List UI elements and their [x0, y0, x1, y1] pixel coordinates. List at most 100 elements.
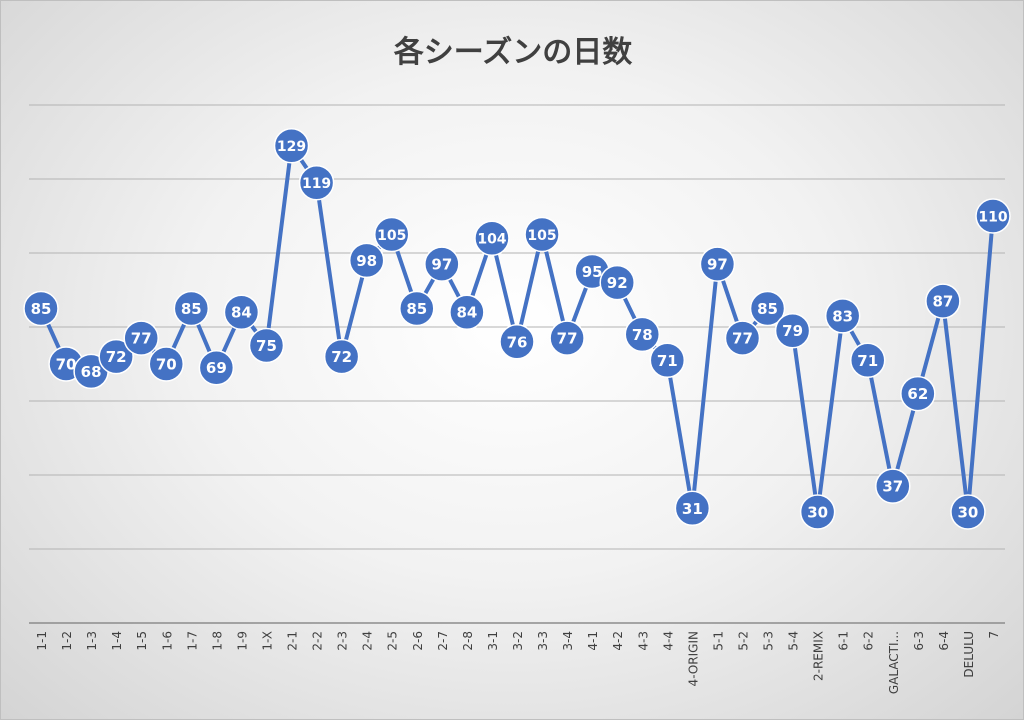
- x-tick-label: 4-1: [586, 631, 600, 651]
- x-tick-label: 2-6: [411, 631, 425, 651]
- x-tick-label: 2-7: [436, 631, 450, 651]
- data-label: 85: [406, 300, 427, 318]
- x-tick-label: 2-1: [286, 631, 300, 651]
- data-label: 129: [277, 139, 306, 155]
- data-point: [98, 338, 134, 375]
- data-label: 119: [302, 176, 331, 192]
- data-label: 72: [106, 348, 127, 366]
- x-tick-label: GALACTI...: [887, 631, 901, 694]
- data-point: [699, 246, 736, 282]
- data-label: 104: [477, 232, 506, 248]
- x-tick-label: 6-4: [937, 631, 951, 651]
- data-label: 83: [832, 307, 853, 325]
- x-tick-label: 4-3: [636, 631, 650, 651]
- data-label: 30: [807, 504, 828, 522]
- x-tick-label: 1-2: [60, 631, 74, 651]
- data-point: [248, 327, 285, 364]
- data-point: [474, 220, 510, 256]
- x-tick-label: 2-5: [386, 631, 400, 651]
- x-tick-label: 5-3: [762, 631, 776, 651]
- data-point: [223, 294, 260, 330]
- data-label: 97: [707, 256, 728, 274]
- x-tick-label: 5-1: [711, 631, 725, 651]
- data-point: [298, 164, 335, 201]
- x-tick-label: 3-4: [561, 631, 575, 651]
- data-point: [950, 494, 986, 530]
- x-tick-label: 5-2: [736, 631, 750, 651]
- x-tick-label: 1-8: [210, 631, 224, 651]
- data-label: 84: [231, 304, 252, 322]
- x-tick-label: 6-2: [862, 631, 876, 651]
- data-point: [925, 283, 961, 319]
- data-label: 105: [377, 228, 406, 244]
- data-label: 75: [256, 337, 277, 355]
- data-point: [849, 342, 886, 379]
- data-label: 105: [527, 228, 556, 244]
- data-point: [273, 127, 310, 164]
- data-point: [449, 294, 485, 330]
- x-tick-label: 1-3: [85, 631, 99, 651]
- data-label: 72: [331, 348, 352, 366]
- data-label: 85: [181, 300, 202, 318]
- data-label: 78: [632, 326, 653, 344]
- data-label: 30: [958, 504, 979, 522]
- x-tick-label: 1-1: [35, 631, 49, 651]
- data-point: [824, 298, 861, 334]
- data-label: 84: [456, 304, 477, 322]
- data-point: [875, 468, 911, 504]
- x-tick-label: 1-6: [160, 631, 174, 651]
- data-label: 76: [507, 333, 528, 351]
- data-point: [674, 490, 711, 527]
- data-label: 85: [757, 300, 778, 318]
- data-point: [799, 494, 836, 530]
- x-tick-label: 5-4: [787, 631, 801, 651]
- x-tick-label: 1-X: [260, 631, 274, 651]
- data-point: [424, 246, 460, 282]
- data-point: [198, 349, 235, 386]
- data-label: 87: [932, 293, 953, 311]
- data-label: 37: [882, 478, 903, 496]
- data-label: 85: [31, 300, 52, 318]
- data-point: [649, 342, 686, 379]
- x-tick-label: 6-1: [837, 631, 851, 651]
- x-tick-label: 4-4: [661, 631, 675, 651]
- data-point: [749, 290, 786, 327]
- data-point: [373, 216, 410, 253]
- data-label: 92: [607, 274, 628, 292]
- chart-title: 各シーズンの日数: [393, 35, 633, 70]
- data-label: 71: [857, 352, 878, 370]
- x-tick-label: 3-3: [536, 631, 550, 651]
- x-tick-label: 6-3: [912, 631, 926, 651]
- data-point: [524, 216, 560, 253]
- data-label: 77: [732, 330, 753, 348]
- data-point: [900, 375, 936, 412]
- x-tick-label: 4-2: [611, 631, 625, 651]
- data-point: [975, 198, 1011, 234]
- data-point: [724, 320, 761, 356]
- x-tick-label: 1-4: [110, 631, 124, 651]
- x-tick-label: 3-2: [511, 631, 525, 651]
- x-tick-label: 2-REMIX: [812, 631, 826, 681]
- data-label: 79: [782, 322, 803, 340]
- data-label: 95: [582, 263, 603, 281]
- data-label: 68: [81, 363, 102, 381]
- data-label: 110: [978, 210, 1007, 226]
- x-tick-label: 2-8: [461, 631, 475, 651]
- data-label: 70: [56, 356, 77, 374]
- data-point: [148, 346, 185, 382]
- data-label: 97: [431, 256, 452, 274]
- x-tick-label: 1-5: [135, 631, 149, 651]
- x-tick-label: 2-4: [361, 631, 375, 651]
- data-point: [23, 290, 59, 327]
- x-tick-label: 7: [987, 631, 1001, 639]
- data-point: [123, 320, 159, 356]
- data-label: 71: [657, 352, 678, 370]
- x-tick-label: 1-9: [235, 631, 249, 651]
- data-label: 70: [156, 356, 177, 374]
- data-point: [323, 338, 360, 375]
- data-point: [599, 264, 635, 301]
- data-label: 98: [356, 252, 377, 270]
- data-point: [399, 290, 435, 327]
